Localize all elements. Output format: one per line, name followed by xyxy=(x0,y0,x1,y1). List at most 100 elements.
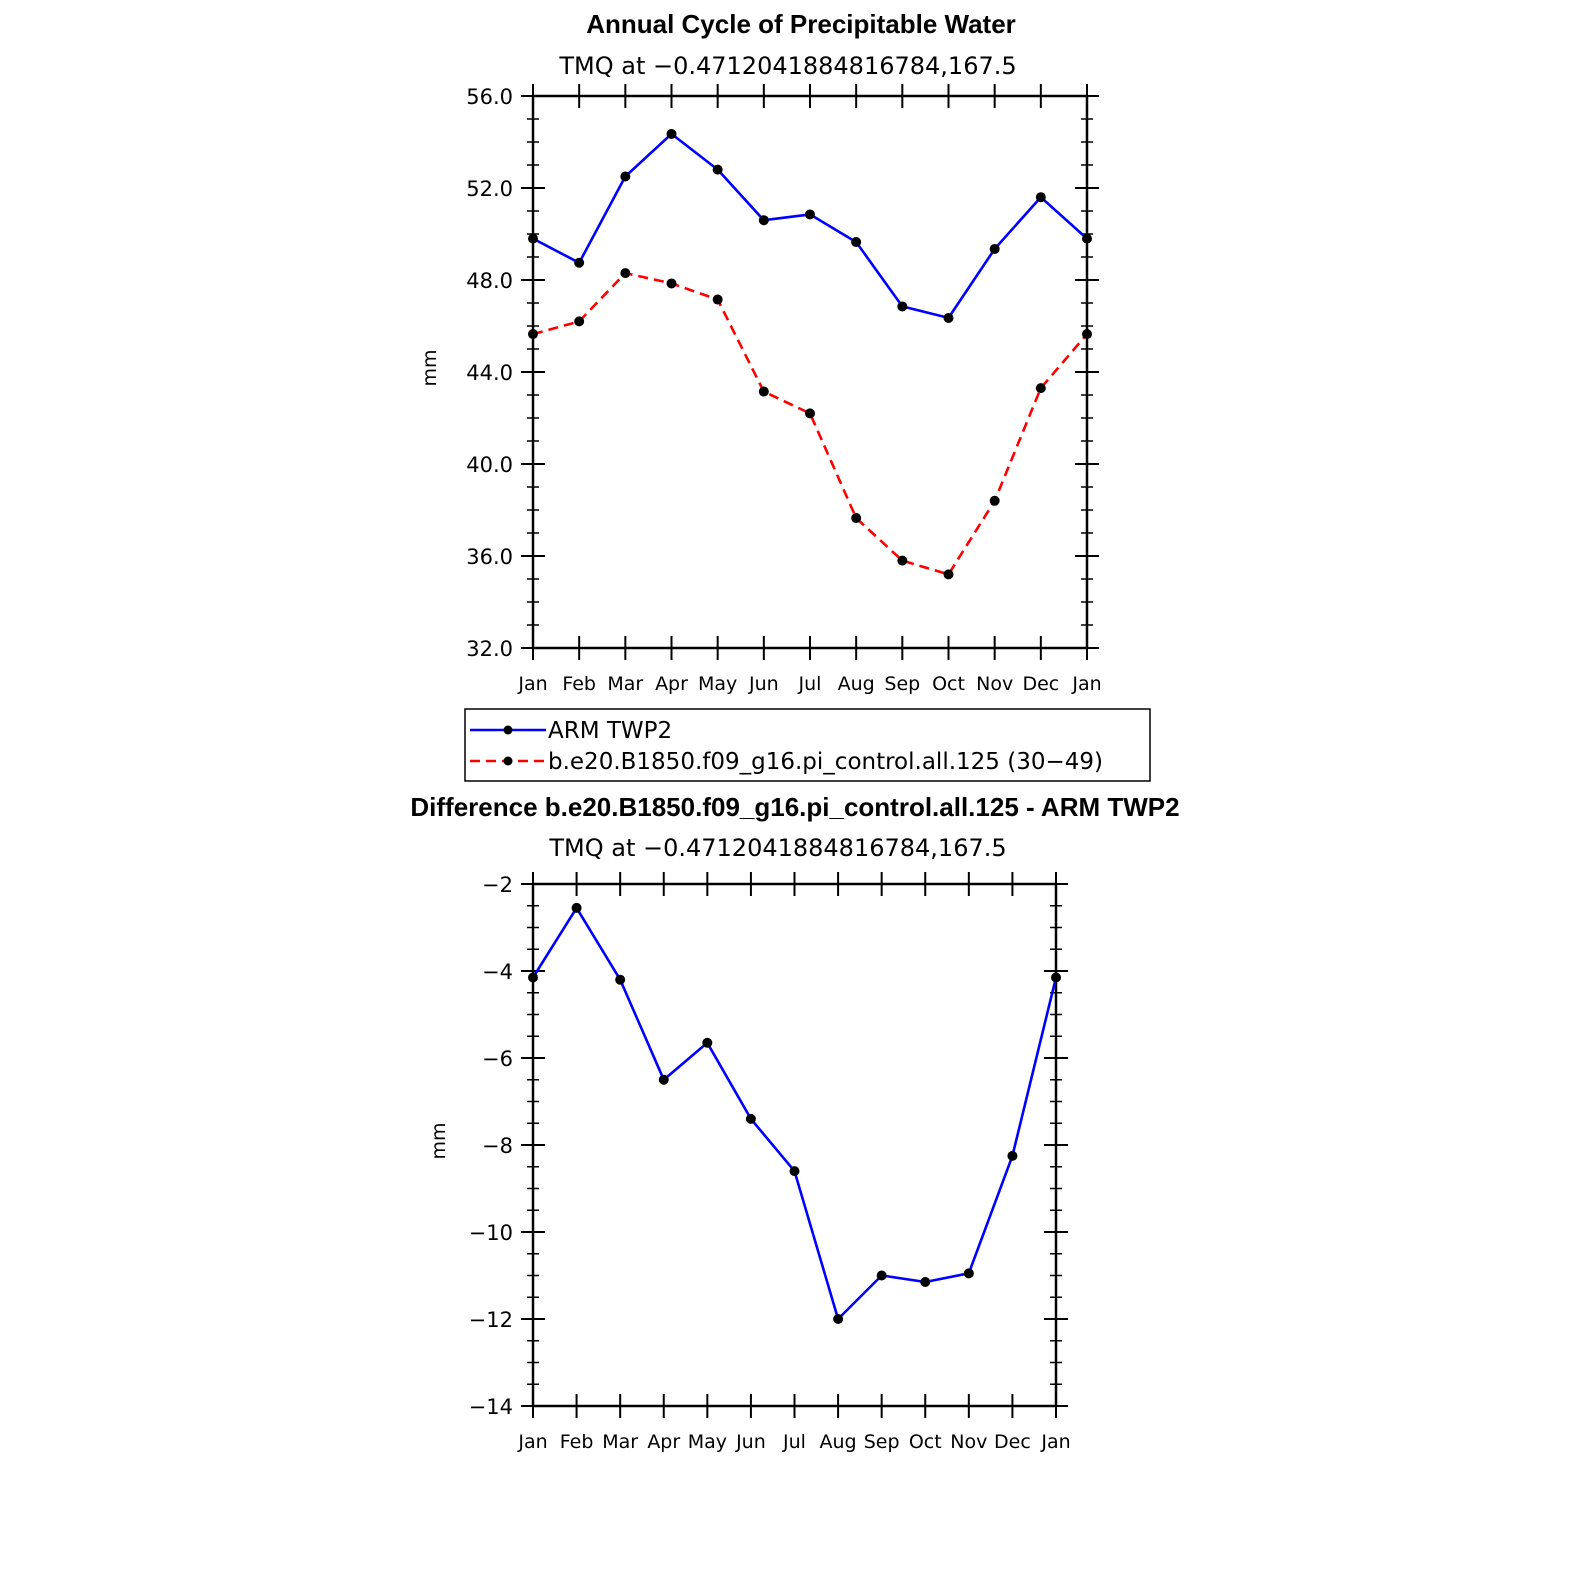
data-point xyxy=(574,316,585,327)
data-point xyxy=(615,974,626,985)
y-tick-label: 56.0 xyxy=(466,85,513,109)
data-point xyxy=(789,1166,800,1177)
data-point xyxy=(666,278,677,289)
data-point xyxy=(989,495,1000,506)
legend-swatch-marker xyxy=(503,756,513,766)
x-tick-label: Jan xyxy=(1071,673,1101,695)
data-point xyxy=(1007,1150,1018,1161)
chart1-axes: 32.0 36.0 40.0 44.0 48.0 52.0 56.0 Jan Feb Mar Apr… xyxy=(466,84,1102,695)
x-tick-label: Mar xyxy=(602,1431,638,1453)
data-point xyxy=(758,215,769,226)
legend-item-arm-twp2: ARM TWP2 xyxy=(470,718,672,744)
data-point xyxy=(571,902,582,913)
x-tick-label: May xyxy=(688,1431,727,1453)
x-tick-label: Apr xyxy=(647,1431,680,1453)
y-tick-label: −2 xyxy=(482,873,513,897)
data-point xyxy=(876,1270,887,1281)
x-tick-label: Feb xyxy=(560,1431,594,1453)
data-point xyxy=(805,209,815,220)
data-point xyxy=(574,257,585,268)
x-tick-label: Sep xyxy=(884,673,920,695)
x-tick-label: Jan xyxy=(1040,1431,1070,1453)
legend-label: b.e20.B1850.f09_g16.pi_control.all.125 (… xyxy=(548,749,1103,775)
data-point xyxy=(712,164,723,175)
y-tick-label: 32.0 xyxy=(466,637,513,661)
data-point xyxy=(658,1074,669,1085)
data-point xyxy=(897,555,908,566)
plot-frame xyxy=(531,882,1058,1408)
x-tick-label: Jan xyxy=(517,1431,547,1453)
x-tick-label: Aug xyxy=(838,673,875,695)
data-point xyxy=(758,386,769,397)
series-line xyxy=(532,271,1088,576)
data-point xyxy=(920,1277,931,1288)
y-tick-label: 48.0 xyxy=(466,269,513,293)
difference-chart: Difference b.e20.B1850.f09_g16.pi_contro… xyxy=(410,792,1179,1453)
legend-swatch-marker xyxy=(503,725,513,735)
y-tick-label: −10 xyxy=(469,1221,513,1245)
x-tick-label: Oct xyxy=(909,1431,942,1453)
x-tick-label: Jun xyxy=(735,1431,766,1453)
x-tick-label: Jul xyxy=(782,1431,806,1453)
data-point xyxy=(1082,329,1092,340)
x-tick-label: Mar xyxy=(607,673,643,695)
data-point xyxy=(805,408,815,419)
data-point xyxy=(989,243,1000,254)
data-point xyxy=(963,1268,974,1279)
x-tick-label: Jul xyxy=(798,673,822,695)
x-tick-label: May xyxy=(698,673,737,695)
y-tick-label: −12 xyxy=(469,1308,513,1332)
x-tick-label: Nov xyxy=(950,1431,987,1453)
data-point xyxy=(745,1113,756,1124)
data-point xyxy=(620,171,631,182)
data-point xyxy=(1082,233,1092,244)
data-point xyxy=(620,268,631,279)
data-point xyxy=(528,329,538,340)
y-tick-label: 52.0 xyxy=(466,177,513,201)
y-tick-label: −14 xyxy=(469,1395,513,1419)
x-tick-label: Aug xyxy=(820,1431,857,1453)
data-point xyxy=(943,569,954,580)
x-tick-label: Nov xyxy=(976,673,1013,695)
x-tick-label: Oct xyxy=(932,673,965,695)
chart2-series xyxy=(528,902,1061,1324)
series-line xyxy=(532,132,1088,320)
x-tick-label: Apr xyxy=(655,673,688,695)
chart2-y-axis-label: mm xyxy=(428,1122,450,1159)
x-tick-label: Jan xyxy=(517,673,547,695)
x-tick-label: Feb xyxy=(562,673,596,695)
chart1-series xyxy=(528,128,1092,580)
x-tick-label: Jun xyxy=(748,673,779,695)
data-point xyxy=(851,513,862,524)
data-point xyxy=(1035,383,1046,394)
chart2-title: Difference b.e20.B1850.f09_g16.pi_contro… xyxy=(410,792,1179,822)
data-point xyxy=(528,972,538,983)
chart2-subtitle: TMQ at −0.4712041884816784,167.5 xyxy=(548,834,1006,862)
data-point xyxy=(1051,972,1061,983)
y-tick-label: 36.0 xyxy=(466,545,513,569)
chart1-legend: ARM TWP2 b.e20.B1850.f09_g16.pi_control.… xyxy=(464,708,1151,782)
x-tick-label: Dec xyxy=(994,1431,1031,1453)
x-tick-label: Dec xyxy=(1022,673,1059,695)
data-point xyxy=(897,301,908,312)
y-tick-label: 44.0 xyxy=(466,361,513,385)
y-tick-label: −6 xyxy=(482,1047,513,1071)
y-tick-label: 40.0 xyxy=(466,453,513,477)
y-tick-label: −4 xyxy=(482,960,513,984)
data-point xyxy=(833,1314,844,1324)
legend-box xyxy=(464,708,1151,782)
data-point xyxy=(666,128,677,139)
plot-frame xyxy=(531,94,1089,650)
data-point xyxy=(528,233,538,244)
series-line xyxy=(531,906,1058,1321)
legend-label: ARM TWP2 xyxy=(548,718,672,744)
x-tick-label: Sep xyxy=(864,1431,900,1453)
data-point xyxy=(943,312,954,323)
legend-item-model: b.e20.B1850.f09_g16.pi_control.all.125 (… xyxy=(470,749,1103,775)
data-point xyxy=(1035,192,1046,203)
y-tick-label: −8 xyxy=(482,1134,513,1158)
chart2-axes: −14 −12 −10 −8 −6 −4 −2 Jan Feb Mar Apr May Jun Jul Au… xyxy=(469,872,1071,1453)
chart1-title: Annual Cycle of Precipitable Water xyxy=(586,9,1016,39)
precipitable-water-chart: Annual Cycle of Precipitable Water TMQ a… xyxy=(419,9,1151,782)
